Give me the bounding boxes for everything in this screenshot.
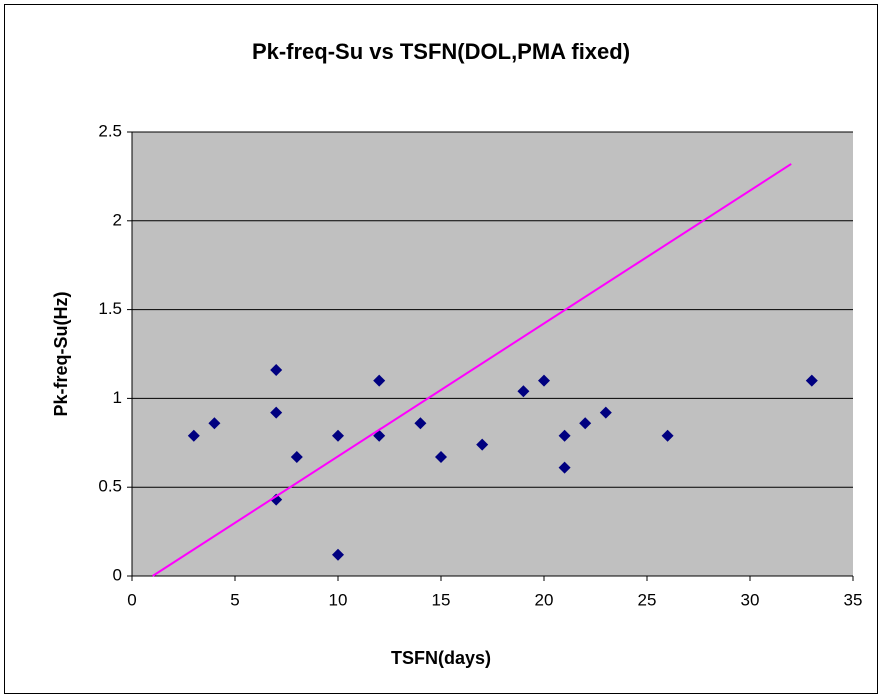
data-point: [270, 493, 283, 506]
data-point: [290, 451, 303, 464]
data-point: [599, 406, 612, 419]
x-axis-label: TSFN(days): [391, 648, 491, 668]
data-point: [435, 451, 447, 464]
x-tick-label: 10: [329, 590, 348, 609]
x-tick-label: 15: [432, 590, 451, 609]
chart-title: Pk-freq-Su vs TSFN(DOL,PMA fixed): [252, 39, 630, 64]
data-point: [332, 548, 344, 561]
data-point: [332, 429, 344, 442]
y-tick-label: 0: [113, 565, 122, 584]
data-point: [208, 417, 221, 430]
data-point: [476, 438, 489, 451]
x-tick-label: 35: [844, 590, 863, 609]
data-point: [558, 461, 571, 474]
x-tick-label: 0: [127, 590, 136, 609]
data-point: [270, 406, 283, 419]
y-tick-label: 2: [113, 210, 122, 229]
y-tick-label: 1: [113, 388, 122, 407]
data-point: [414, 417, 427, 430]
y-tick-label: 0.5: [98, 477, 122, 496]
x-tick-label: 5: [230, 590, 239, 609]
data-point: [579, 417, 592, 430]
data-point: [270, 363, 283, 376]
data-point: [373, 374, 386, 387]
data-point: [517, 385, 530, 398]
x-tick-label: 25: [638, 590, 657, 609]
y-tick-label: 1.5: [98, 299, 122, 318]
y-axis-label: Pk-freq-Su(Hz): [51, 291, 71, 416]
data-point: [805, 374, 818, 387]
data-point: [558, 429, 571, 442]
data-point: [187, 429, 200, 442]
x-tick-label: 20: [535, 590, 554, 609]
y-tick-label: 2.5: [98, 121, 122, 140]
data-point: [661, 429, 674, 442]
plot-area: [132, 132, 853, 576]
data-point: [538, 374, 550, 387]
trend-line: [152, 163, 792, 577]
x-tick-label: 30: [741, 590, 760, 609]
